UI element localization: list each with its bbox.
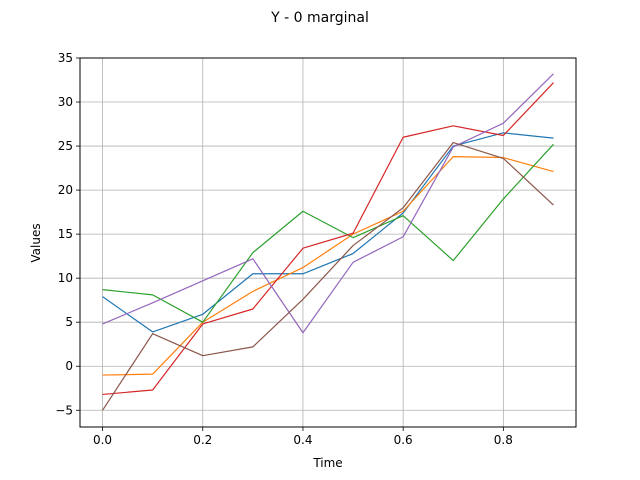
y-tick-label: 15 bbox=[58, 227, 73, 241]
y-tick-label: 35 bbox=[58, 51, 73, 65]
y-tick-label: 20 bbox=[58, 183, 73, 197]
series-line-2 bbox=[102, 156, 554, 376]
y-tick-label: 10 bbox=[58, 271, 73, 285]
series-line-4 bbox=[102, 82, 554, 396]
x-axis: 0.0 0.2 0.4 0.6 0.8 bbox=[93, 427, 513, 447]
series-layer bbox=[102, 73, 554, 411]
x-tick-label: 0.4 bbox=[293, 433, 312, 447]
series-line-1 bbox=[102, 132, 554, 333]
y-axis: −5 0 5 10 15 20 25 30 35 bbox=[55, 51, 80, 417]
y-tick-label: 0 bbox=[65, 359, 73, 373]
x-tick-label: 0.6 bbox=[394, 433, 413, 447]
series-line-6 bbox=[102, 141, 554, 411]
x-tick-label: 0.8 bbox=[494, 433, 513, 447]
x-axis-label: Time bbox=[312, 456, 342, 470]
x-tick-label: 0.2 bbox=[193, 433, 212, 447]
y-axis-label: Values bbox=[29, 223, 43, 262]
x-tick-label: 0.0 bbox=[93, 433, 112, 447]
plot-frame bbox=[79, 57, 577, 428]
series-line-5 bbox=[102, 73, 554, 334]
chart-title: Y - 0 marginal bbox=[270, 10, 369, 26]
y-tick-label: 5 bbox=[65, 315, 73, 329]
series-line-3 bbox=[102, 143, 554, 323]
y-tick-label: 30 bbox=[58, 95, 73, 109]
y-tick-label: −5 bbox=[55, 403, 73, 417]
y-tick-label: 25 bbox=[58, 139, 73, 153]
